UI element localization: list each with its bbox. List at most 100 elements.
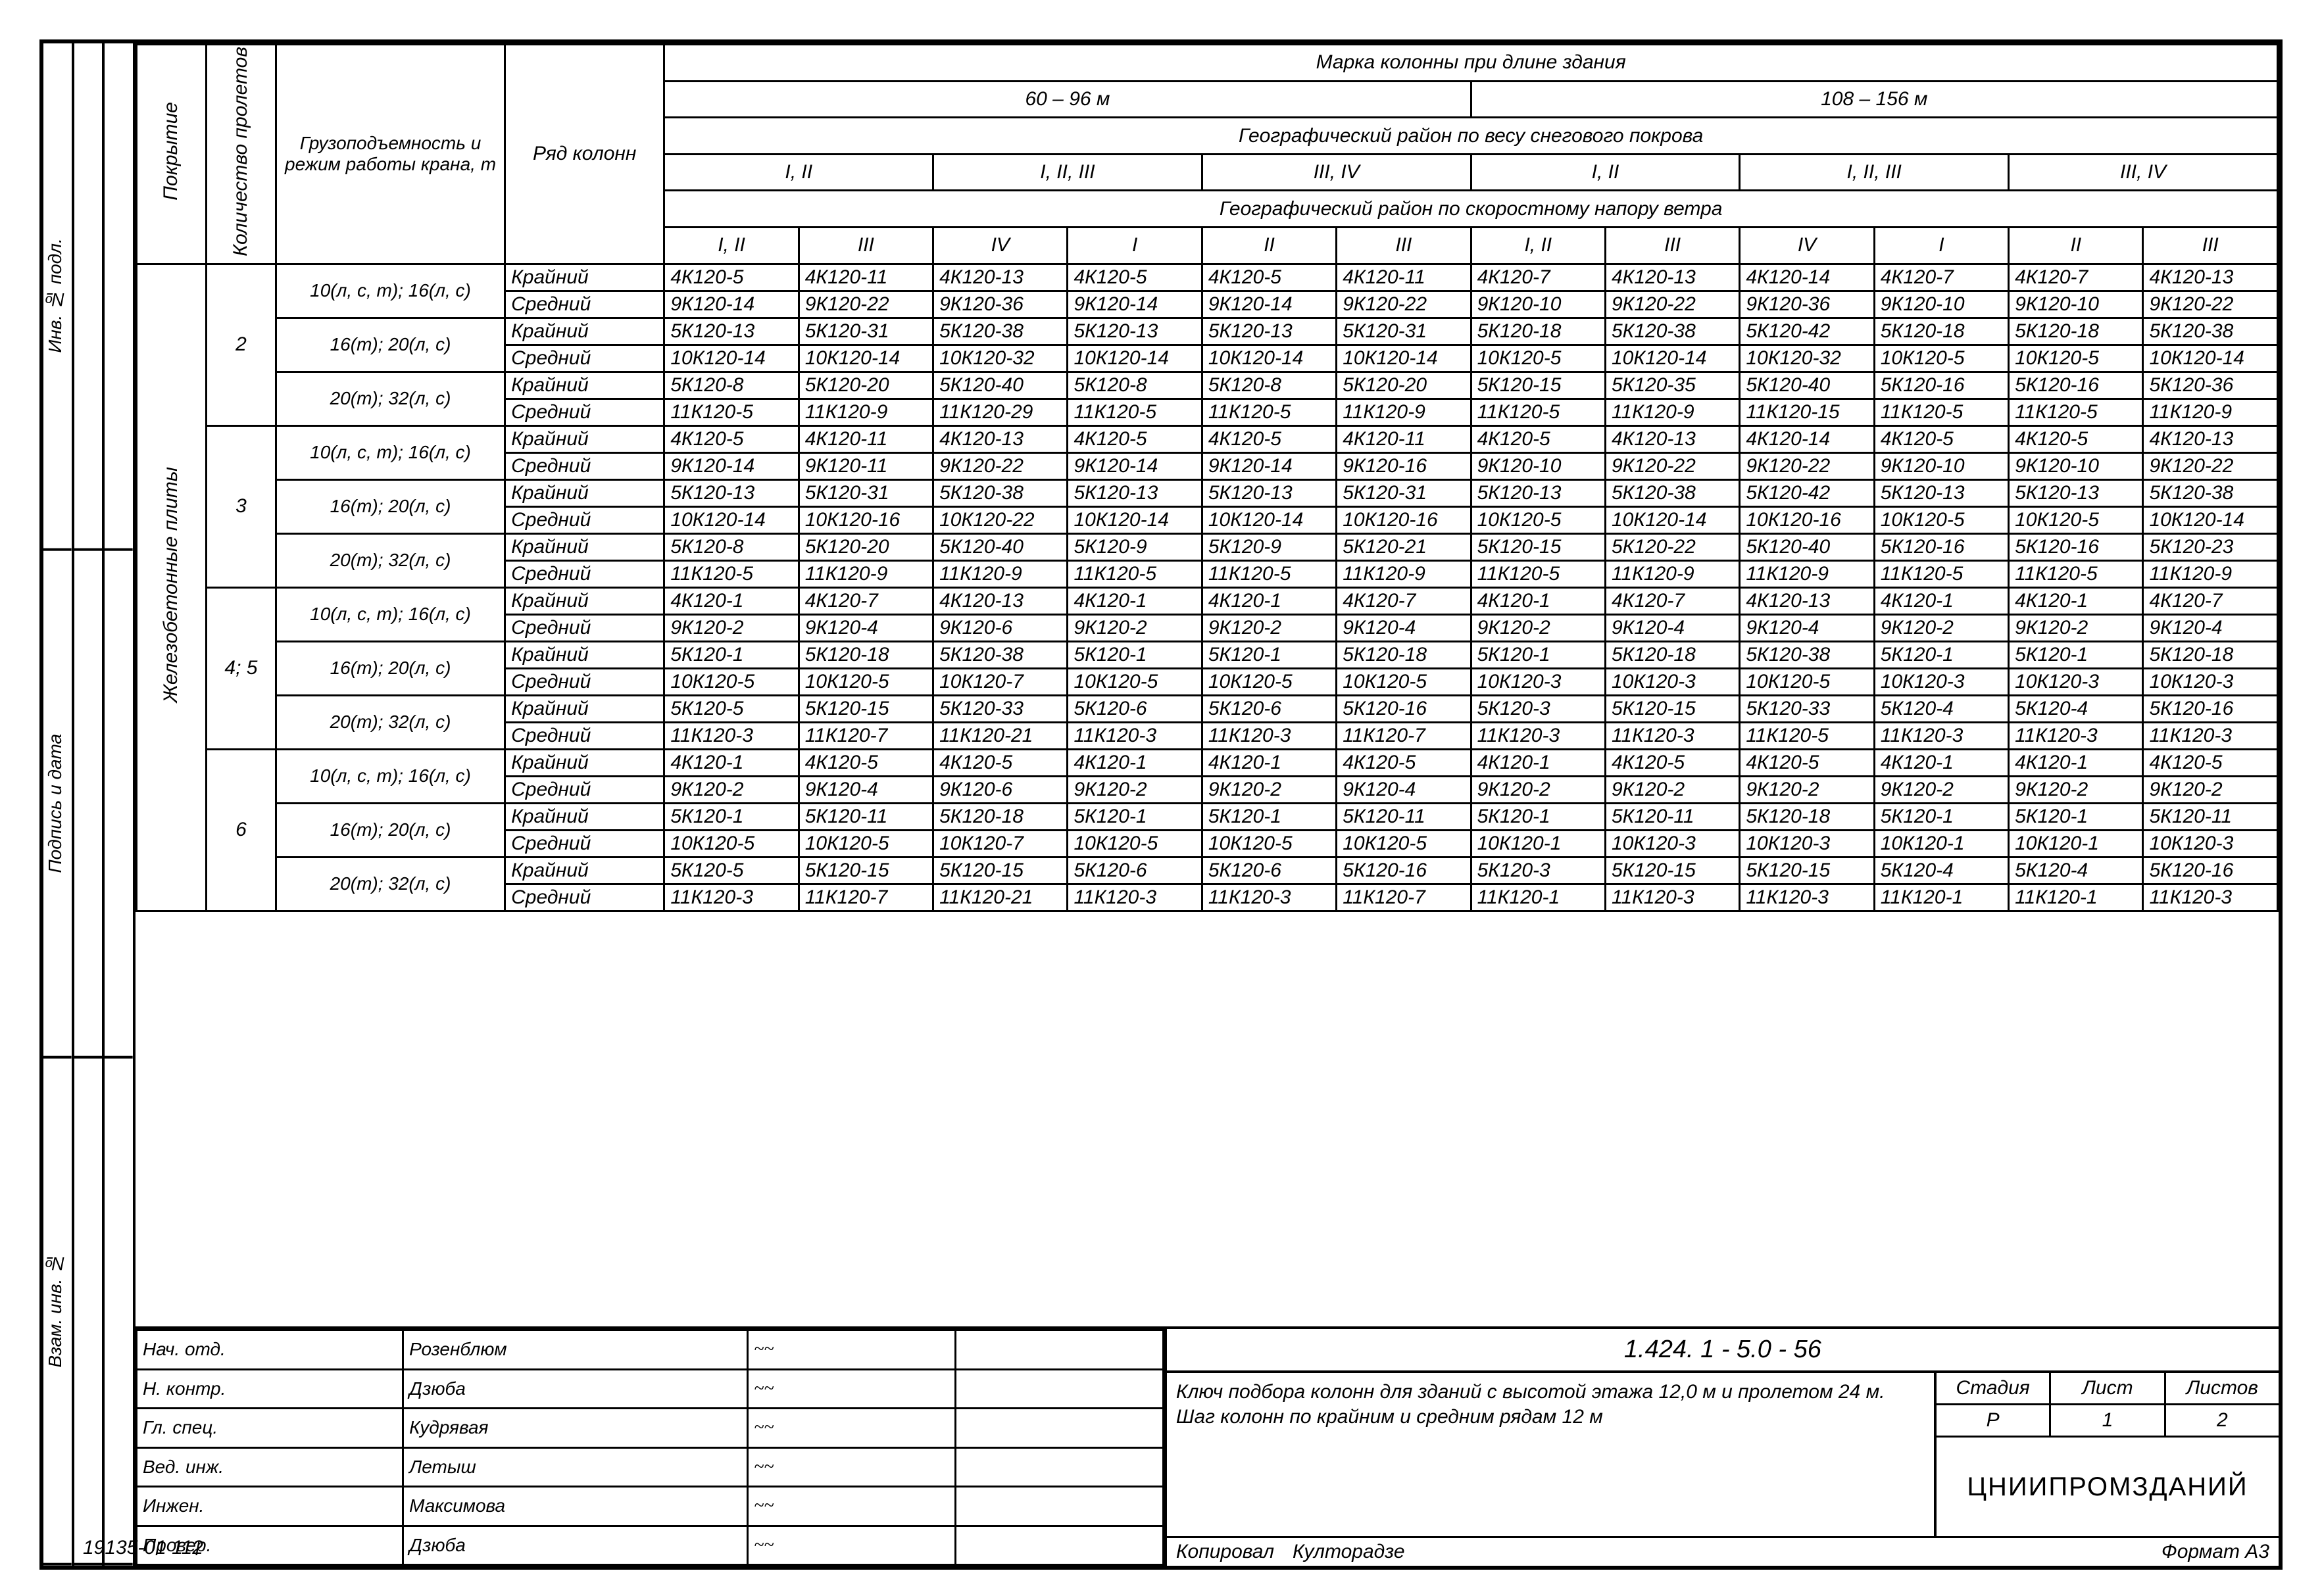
cell-mark: 5К120-15 [1471, 533, 1605, 560]
cell-mark: 5К120-11 [1337, 803, 1471, 830]
cell-mark: 4К120-5 [1068, 425, 1202, 452]
cell-crane-cap: 20(т); 32(л, с) [276, 857, 505, 911]
sig-name: Кудрявая [403, 1409, 748, 1448]
sig-role: Нач. отд. [137, 1330, 403, 1370]
cell-mark: 11К120-5 [1202, 560, 1336, 587]
cell-mark: 11К120-5 [1874, 399, 2008, 425]
cell-mark: 11К120-3 [1605, 884, 1739, 911]
cell-mark: 5К120-11 [1605, 803, 1739, 830]
cell-mark: 10К120-16 [1337, 506, 1471, 533]
cell-mark: 5К120-13 [1202, 318, 1336, 345]
hdr-row-type: Ряд колонн [505, 45, 664, 264]
cell-row-type: Крайний [505, 695, 664, 722]
cell-row-type: Средний [505, 560, 664, 587]
cell-mark: 10К120-32 [933, 345, 1068, 372]
hdr-wind-group: II [2009, 228, 2143, 264]
cell-mark: 10К120-5 [1874, 345, 2008, 372]
hdr-wind-group: I, II [1471, 228, 1605, 264]
cell-mark: 9К120-4 [1605, 614, 1739, 641]
cell-mark: 5К120-15 [1605, 695, 1739, 722]
cell-mark: 11К120-3 [2143, 722, 2278, 749]
cell-mark: 5К120-4 [1874, 857, 2008, 884]
cell-mark: 5К120-1 [1068, 641, 1202, 668]
cell-row-type: Крайний [505, 479, 664, 506]
cell-mark: 4К120-1 [1471, 749, 1605, 776]
cell-mark: 9К120-2 [664, 776, 799, 803]
cell-mark: 10К120-14 [2143, 345, 2278, 372]
cell-mark: 5К120-18 [1605, 641, 1739, 668]
cell-mark: 11К120-5 [2009, 560, 2143, 587]
sig-date [956, 1369, 1164, 1409]
cell-mark: 4К120-1 [664, 587, 799, 614]
cell-row-type: Крайний [505, 587, 664, 614]
hdr-wind-group: I [1874, 228, 2008, 264]
hdr-snow-group: I, II [664, 154, 933, 191]
cell-mark: 4К120-1 [664, 749, 799, 776]
cell-mark: 9К120-2 [1202, 776, 1336, 803]
drawing-code: 1.424. 1 - 5.0 - 56 [1167, 1329, 2279, 1373]
cell-mark: 9К120-14 [1068, 452, 1202, 479]
cell-mark: 4К120-13 [2143, 264, 2278, 291]
cell-mark: 5К120-6 [1202, 857, 1336, 884]
cell-mark: 4К120-5 [2009, 425, 2143, 452]
cell-crane-cap: 16(т); 20(л, с) [276, 479, 505, 533]
sig-name: Розенблюм [403, 1330, 748, 1370]
cell-mark: 5К120-13 [1068, 479, 1202, 506]
cell-mark: 10К120-1 [1874, 830, 2008, 857]
cell-mark: 5К120-5 [664, 695, 799, 722]
cell-mark: 5К120-16 [2143, 695, 2278, 722]
sig-date [956, 1526, 1164, 1565]
cell-mark: 10К120-5 [1337, 830, 1471, 857]
cell-mark: 9К120-4 [2143, 614, 2278, 641]
cell-mark: 5К120-38 [1740, 641, 1874, 668]
hdr-snow-group: III, IV [1202, 154, 1471, 191]
hdr-top: Марка колонны при длине здания [664, 45, 2278, 82]
cell-mark: 9К120-2 [1068, 776, 1202, 803]
cell-mark: 4К120-1 [1068, 749, 1202, 776]
cell-row-type: Средний [505, 506, 664, 533]
cell-mark: 5К120-8 [664, 372, 799, 399]
format-label: Формат А3 [2152, 1538, 2279, 1566]
cell-mark: 4К120-13 [1605, 264, 1739, 291]
cell-row-type: Средний [505, 399, 664, 425]
stage-head-cell: Лист [2051, 1373, 2165, 1403]
cell-mark: 9К120-6 [933, 614, 1068, 641]
left-margin-strip: Инв. № подл. Подпись и дата Взам. инв. № [43, 43, 136, 1566]
cell-mark: 5К120-1 [1471, 641, 1605, 668]
cell-mark: 11К120-5 [1471, 560, 1605, 587]
cell-mark: 5К120-8 [664, 533, 799, 560]
cell-mark: 4К120-1 [1874, 749, 2008, 776]
cell-mark: 5К120-18 [1471, 318, 1605, 345]
hdr-wind-group: II [1202, 228, 1336, 264]
cell-mark: 4К120-13 [933, 587, 1068, 614]
hdr-span-60-96: 60 – 96 м [664, 81, 1471, 118]
cell-row-type: Средний [505, 884, 664, 911]
copier-name: Култорадзе [1283, 1538, 1414, 1566]
cell-mark: 5К120-16 [1337, 857, 1471, 884]
cell-prolet: 4; 5 [206, 587, 276, 749]
cell-mark: 11К120-3 [1740, 884, 1874, 911]
cell-prolet: 6 [206, 749, 276, 911]
cell-mark: 4К120-13 [933, 264, 1068, 291]
cell-mark: 5К120-36 [2143, 372, 2278, 399]
cell-mark: 9К120-2 [2009, 776, 2143, 803]
cell-mark: 10К120-14 [1605, 506, 1739, 533]
cell-row-type: Средний [505, 722, 664, 749]
sig-name: Дзюба [403, 1369, 748, 1409]
cell-mark: 10К120-14 [1068, 345, 1202, 372]
cell-mark: 4К120-1 [1068, 587, 1202, 614]
cell-mark: 5К120-3 [1471, 857, 1605, 884]
cell-mark: 11К120-5 [664, 560, 799, 587]
cell-mark: 5К120-15 [933, 857, 1068, 884]
side-covering: Железобетонные плиты [160, 467, 182, 703]
sig-date [956, 1330, 1164, 1370]
cell-mark: 9К120-22 [933, 452, 1068, 479]
cell-mark: 11К120-5 [1471, 399, 1605, 425]
cell-mark: 10К120-5 [664, 830, 799, 857]
cell-mark: 10К120-5 [1337, 668, 1471, 695]
cell-mark: 4К120-5 [664, 264, 799, 291]
cell-mark: 11К120-3 [1068, 722, 1202, 749]
cell-crane-cap: 10(л, с, т); 16(л, с) [276, 264, 505, 318]
cell-row-type: Крайний [505, 318, 664, 345]
drawing-description: Ключ подбора колонн для зданий с высотой… [1167, 1373, 1937, 1536]
